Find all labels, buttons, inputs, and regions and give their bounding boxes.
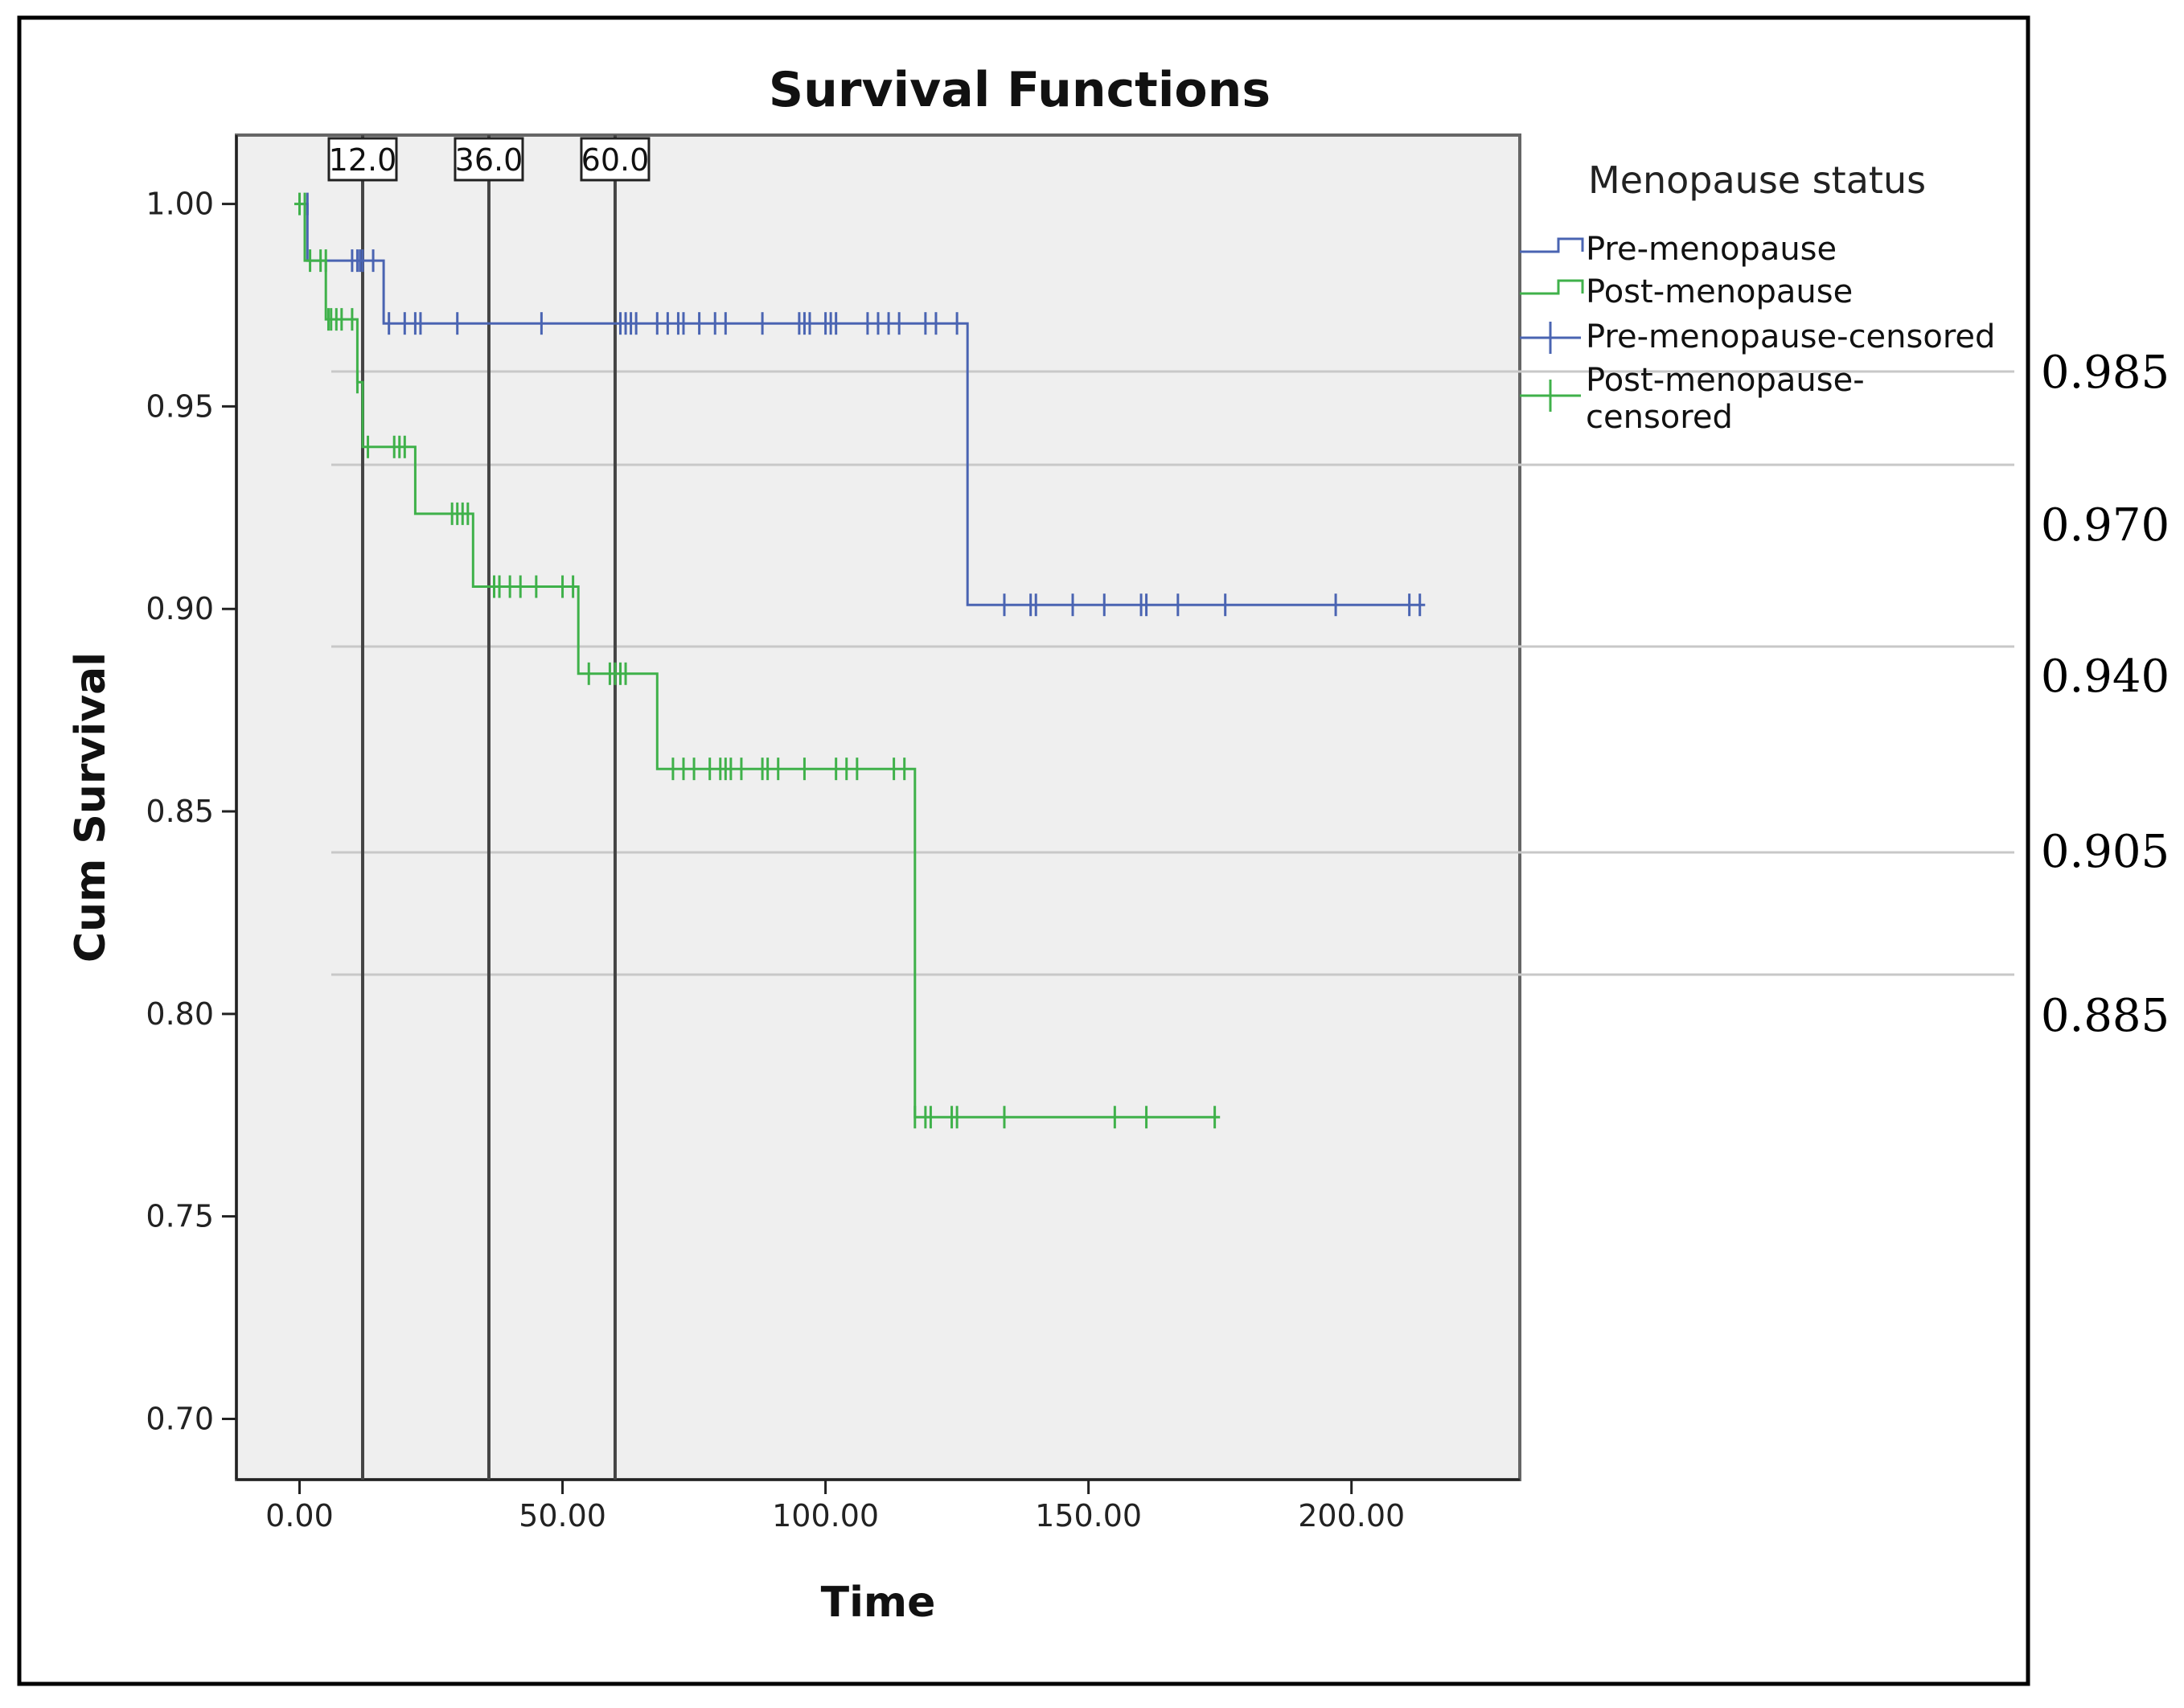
- legend-label-post-menopause: Post-menopause: [1586, 273, 1853, 310]
- annotation-label: 0.985: [2041, 347, 2170, 399]
- x-tick-label: 100.00: [772, 1498, 879, 1534]
- x-axis-label: Time: [821, 1579, 936, 1627]
- x-tick-label: 0.00: [265, 1498, 334, 1534]
- plot-area: [235, 133, 1521, 1481]
- reference-line-label: 60.0: [581, 142, 650, 178]
- legend-label-pre-menopause: Pre-menopause: [1586, 231, 1837, 268]
- annotation-guide-lines: [331, 370, 2014, 976]
- legend-entry-post-menopause-censored: Post-menopause- censored: [1520, 362, 1874, 436]
- reference-line-label-box: [327, 137, 398, 182]
- legend: Menopause status Pre-menopause Post-meno…: [1520, 158, 1995, 436]
- y-tick-label: 0.95: [146, 388, 214, 424]
- annotation-label: 0.970: [2041, 499, 2170, 552]
- chart-title: Survival Functions: [769, 62, 1271, 118]
- y-axis-label: Cum Survival: [67, 652, 115, 963]
- legend-label-post-censored-line-1: Post-menopause-: [1586, 362, 1865, 399]
- x-tick-label: 50.00: [519, 1498, 606, 1534]
- x-axis: 0.00 50.00 100.00 150.00 200.00: [236, 1478, 1520, 1534]
- y-tick-label: 0.70: [146, 1401, 214, 1436]
- y-tick-label: 0.80: [146, 996, 214, 1032]
- annotation-label: 0.905: [2041, 826, 2170, 878]
- annotation-label: 0.940: [2041, 651, 2170, 703]
- reference-line-label: 36.0: [455, 142, 523, 178]
- y-tick-label: 1.00: [146, 187, 214, 222]
- y-tick-label: 0.85: [146, 794, 214, 829]
- series-layer: [294, 192, 1426, 1129]
- outer-frame: [17, 15, 2030, 1686]
- reference-line-labels: 12.0 36.0 60.0: [327, 137, 651, 182]
- annotation-label: 0.885: [2041, 990, 2170, 1042]
- series-post-menopause: [294, 192, 1221, 1129]
- x-tick-label: 200.00: [1298, 1498, 1405, 1534]
- x-tick-label: 150.00: [1035, 1498, 1142, 1534]
- legend-swatch-post-menopause: [1520, 279, 1584, 295]
- legend-entry-post-menopause: Post-menopause: [1520, 273, 1853, 310]
- y-tick-label: 0.75: [146, 1199, 214, 1234]
- y-axis: 1.00 0.95 0.90 0.85 0.80 0.75 0.70: [146, 135, 238, 1480]
- legend-entry-pre-menopause-censored: Pre-menopause-censored: [1520, 318, 1995, 355]
- legend-label-pre-menopause-censored: Pre-menopause-censored: [1586, 318, 1995, 355]
- annotation-labels: 0.985 0.970 0.940 0.905 0.885: [2041, 347, 2170, 1042]
- reference-lines: [360, 135, 617, 1480]
- reference-line-label: 12.0: [329, 142, 397, 178]
- legend-label-post-censored-line-2: censored: [1586, 399, 1733, 436]
- y-tick-label: 0.90: [146, 591, 214, 626]
- legend-title: Menopause status: [1588, 158, 1926, 202]
- reference-line-label-box: [580, 137, 651, 182]
- legend-label-post-menopause-censored: Post-menopause- censored: [1586, 362, 1874, 436]
- reference-line-label-box: [454, 137, 524, 182]
- legend-entry-pre-menopause: Pre-menopause: [1520, 231, 1837, 268]
- legend-swatch-pre-menopause: [1520, 237, 1584, 253]
- series-pre-menopause: [299, 192, 1426, 617]
